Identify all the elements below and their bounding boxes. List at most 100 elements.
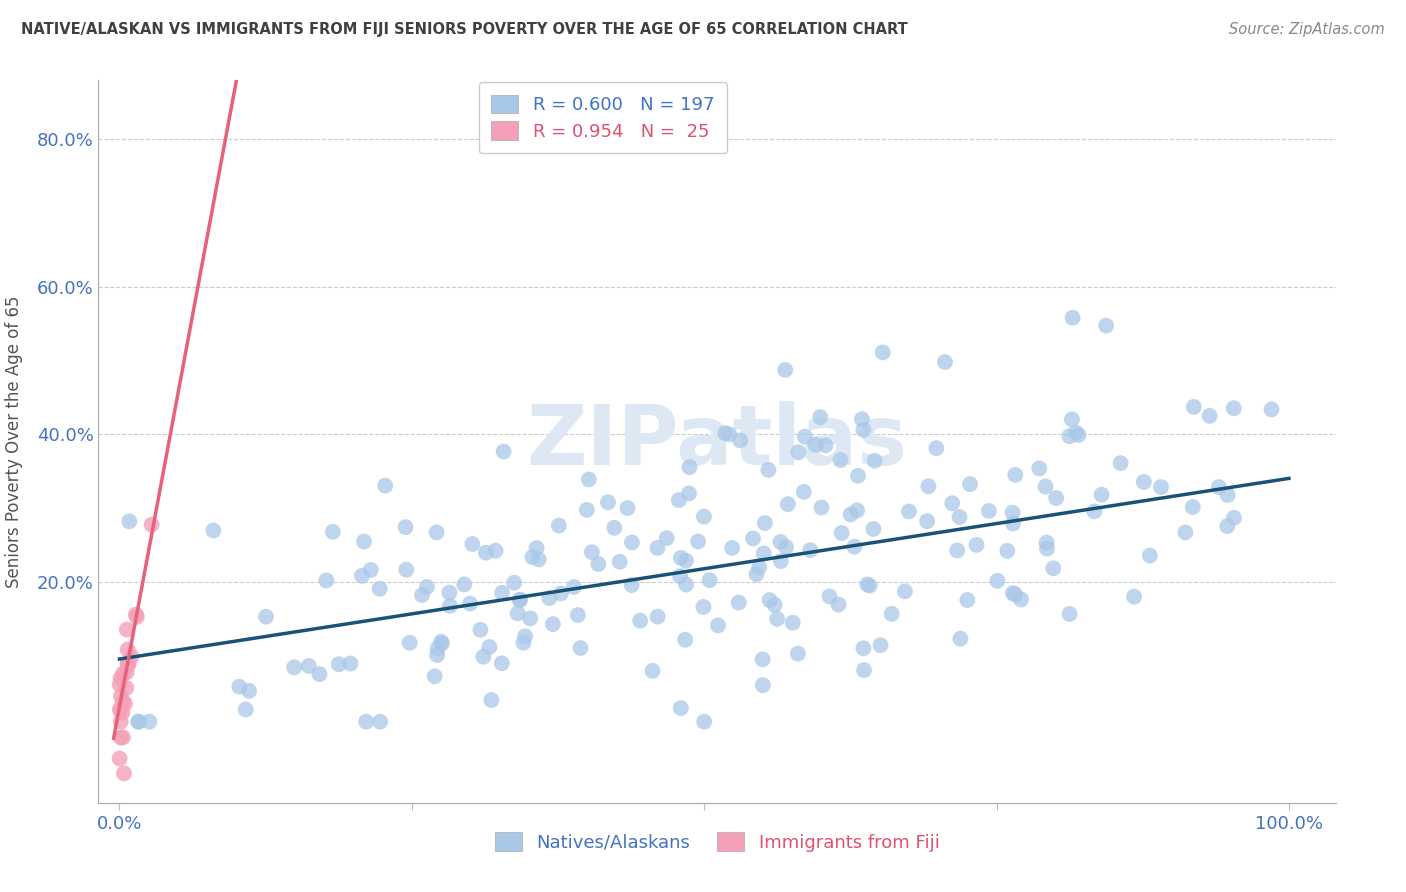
Point bbox=[550, 586, 572, 600]
Point bbox=[959, 477, 981, 491]
Point bbox=[894, 584, 917, 599]
Y-axis label: Seniors Poverty Over the Age of 65: Seniors Poverty Over the Age of 65 bbox=[4, 295, 22, 588]
Point bbox=[1028, 461, 1050, 475]
Point bbox=[655, 531, 678, 545]
Point bbox=[472, 649, 495, 664]
Point bbox=[793, 430, 815, 444]
Point bbox=[368, 714, 391, 729]
Point bbox=[948, 510, 970, 524]
Point bbox=[714, 426, 737, 441]
Point bbox=[977, 504, 1000, 518]
Point bbox=[1216, 488, 1239, 502]
Point bbox=[1109, 456, 1132, 470]
Point bbox=[616, 501, 638, 516]
Point bbox=[609, 555, 631, 569]
Point bbox=[1067, 428, 1090, 442]
Point bbox=[117, 657, 139, 671]
Point bbox=[439, 585, 461, 599]
Point bbox=[647, 541, 669, 555]
Point bbox=[353, 534, 375, 549]
Point bbox=[814, 438, 837, 452]
Point bbox=[678, 460, 700, 475]
Point bbox=[793, 484, 815, 499]
Point bbox=[692, 599, 714, 614]
Point bbox=[115, 623, 138, 637]
Point bbox=[846, 503, 869, 517]
Point bbox=[869, 638, 891, 652]
Point bbox=[110, 671, 132, 685]
Point bbox=[620, 535, 643, 549]
Point bbox=[360, 563, 382, 577]
Point bbox=[620, 578, 643, 592]
Point bbox=[769, 535, 792, 549]
Point bbox=[669, 550, 692, 565]
Point bbox=[121, 649, 143, 664]
Point bbox=[856, 577, 879, 591]
Point bbox=[491, 657, 513, 671]
Point bbox=[506, 607, 529, 621]
Point bbox=[298, 659, 321, 673]
Point bbox=[128, 714, 150, 729]
Point bbox=[503, 575, 526, 590]
Point bbox=[578, 472, 600, 486]
Point bbox=[1091, 488, 1114, 502]
Point bbox=[588, 557, 610, 571]
Point bbox=[872, 345, 894, 359]
Point bbox=[328, 657, 350, 672]
Point bbox=[527, 552, 550, 566]
Point bbox=[758, 463, 780, 477]
Point bbox=[526, 541, 548, 555]
Point bbox=[669, 701, 692, 715]
Point bbox=[718, 427, 741, 442]
Point bbox=[775, 540, 797, 554]
Point bbox=[1060, 412, 1083, 426]
Point bbox=[742, 532, 765, 546]
Point bbox=[110, 704, 132, 718]
Point bbox=[941, 496, 963, 510]
Point bbox=[986, 574, 1008, 588]
Point bbox=[430, 636, 453, 650]
Point bbox=[678, 486, 700, 500]
Point bbox=[426, 525, 449, 540]
Point bbox=[693, 714, 716, 729]
Point bbox=[844, 540, 866, 554]
Point bbox=[398, 636, 420, 650]
Point bbox=[426, 648, 449, 662]
Point bbox=[322, 524, 344, 539]
Point bbox=[117, 658, 139, 673]
Point bbox=[596, 495, 619, 509]
Point bbox=[693, 509, 716, 524]
Point bbox=[782, 615, 804, 630]
Point bbox=[851, 412, 873, 426]
Point bbox=[956, 593, 979, 607]
Point bbox=[727, 595, 749, 609]
Point bbox=[416, 580, 439, 594]
Point bbox=[112, 766, 135, 780]
Point bbox=[769, 554, 792, 568]
Point bbox=[804, 438, 827, 452]
Point bbox=[1223, 511, 1246, 525]
Point bbox=[673, 632, 696, 647]
Point bbox=[115, 665, 138, 680]
Point bbox=[411, 588, 433, 602]
Point bbox=[354, 714, 377, 729]
Point bbox=[915, 514, 938, 528]
Point bbox=[1181, 500, 1204, 514]
Point bbox=[1182, 400, 1205, 414]
Point bbox=[1036, 541, 1059, 556]
Point bbox=[461, 537, 484, 551]
Point bbox=[758, 593, 780, 607]
Point bbox=[773, 363, 796, 377]
Point bbox=[852, 641, 875, 656]
Point bbox=[569, 641, 592, 656]
Point bbox=[1042, 561, 1064, 575]
Point bbox=[818, 590, 841, 604]
Text: NATIVE/ALASKAN VS IMMIGRANTS FROM FIJI SENIORS POVERTY OVER THE AGE OF 65 CORREL: NATIVE/ALASKAN VS IMMIGRANTS FROM FIJI S… bbox=[21, 22, 908, 37]
Point bbox=[1139, 549, 1161, 563]
Point bbox=[492, 444, 515, 458]
Text: ZIPatlas: ZIPatlas bbox=[527, 401, 907, 482]
Point bbox=[728, 434, 751, 448]
Point bbox=[108, 677, 131, 691]
Point bbox=[509, 592, 531, 607]
Point bbox=[1045, 491, 1067, 505]
